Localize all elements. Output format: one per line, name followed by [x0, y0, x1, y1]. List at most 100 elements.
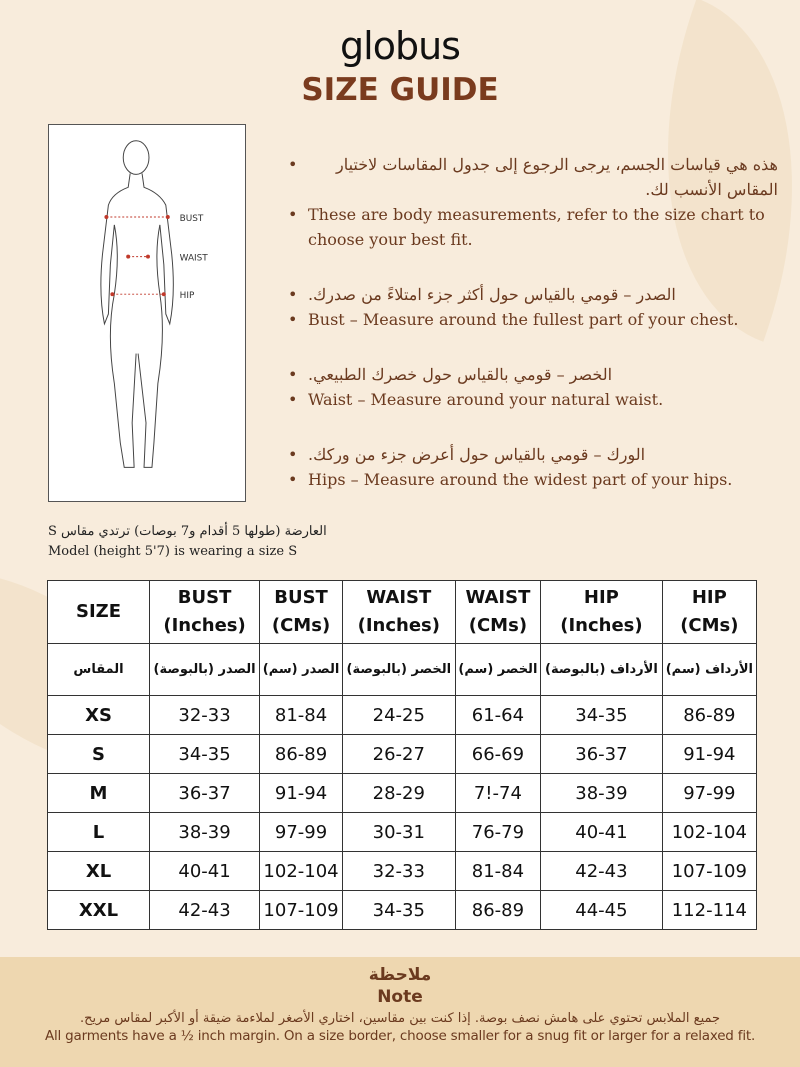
measurement-cell: 40-41 — [148, 851, 261, 891]
instruction-en: Waist – Measure around your natural wais… — [308, 390, 664, 409]
measurement-cell: 32-33 — [148, 695, 261, 735]
arabic-column-header: المقاس — [47, 643, 150, 696]
header-unit: (Inches) — [560, 615, 643, 636]
table-row: L 38-39 97-99 30-31 76-79 40-41 102-104 — [47, 812, 758, 852]
header-unit: (CMs) — [271, 615, 331, 636]
table-row: XL 40-41 102-104 32-33 81-84 42-43 107-109 — [47, 851, 758, 891]
measurement-cell: 28-29 — [341, 773, 456, 813]
arabic-column-header: الأرداف (سم) — [661, 643, 758, 696]
waist-label: WAIST — [180, 254, 209, 264]
measurement-cell: 102-104 — [259, 851, 343, 891]
measurement-cell: 81-84 — [454, 851, 542, 891]
table-row: M 36-37 91-94 28-29 7!-74 38-39 97-99 — [47, 773, 758, 813]
column-header: BUST (CMs) — [259, 580, 343, 644]
size-cell: L — [47, 812, 150, 852]
table-row: XXL 42-43 107-109 34-35 86-89 44-45 112-114 — [47, 890, 758, 930]
note-section: ملاحظة Note جميع الملابس تحتوي على هامش … — [0, 957, 800, 1067]
column-header: SIZE — [47, 580, 150, 644]
table-row: XS 32-33 81-84 24-25 61-64 34-35 86-89 — [47, 695, 758, 735]
arabic-column-header: الصدر (بالبوصة) — [148, 643, 261, 696]
arabic-column-header: الصدر (سم) — [259, 643, 343, 696]
instruction-ar: الصدر – قومي بالقياس حول أكثر جزء امتلاء… — [308, 285, 676, 304]
header-unit: (CMs) — [468, 615, 528, 636]
arabic-column-header: الخصر (بالبوصة) — [341, 643, 456, 696]
header-label: HIP — [691, 587, 727, 608]
measurement-cell: 34-35 — [341, 890, 456, 930]
instruction-en: These are body measurements, refer to th… — [308, 205, 765, 249]
arabic-header-row: المقاس الصدر (بالبوصة) الصدر (سم) الخصر (با… — [47, 643, 758, 696]
hip-label: HIP — [180, 291, 195, 301]
size-chart-table: SIZE BUST (Inches) BUST (CMs) WAIST (Inches) WA… — [47, 580, 758, 930]
column-header: BUST (Inches) — [148, 580, 261, 644]
header-label: BUST — [274, 587, 328, 608]
measurement-cell: 40-41 — [540, 812, 663, 852]
measurement-cell: 61-64 — [454, 695, 542, 735]
measurement-cell: 38-39 — [540, 773, 663, 813]
instruction-ar: الورك – قومي بالقياس حول أعرض جزء من ورك… — [308, 445, 646, 464]
instruction-hips: • الورك – قومي بالقياس حول أعرض جزء من ور… — [288, 442, 778, 492]
model-info-ar: العارضة (طولها 5 أقدام و7 بوصات) ترتدي م… — [48, 524, 327, 539]
measurement-cell: 36-37 — [540, 734, 663, 774]
instruction-waist: • الخصر – قومي بالقياس حول خصرك الطبيعي. … — [288, 362, 778, 412]
measurement-cell: 91-94 — [661, 734, 758, 774]
measurement-cell: 97-99 — [661, 773, 758, 813]
header-unit: (Inches) — [163, 615, 246, 636]
size-cell: S — [47, 734, 150, 774]
measurement-cell: 32-33 — [341, 851, 456, 891]
measurement-cell: 112-114 — [661, 890, 758, 930]
measurement-instructions: • هذه هي قياسات الجسم، يرجى الرجوع إلى جد… — [288, 152, 778, 522]
instruction-ar: هذه هي قياسات الجسم، يرجى الرجوع إلى جدو… — [335, 155, 778, 199]
note-text-ar: جميع الملابس تحتوي على هامش نصف بوصة. إذ… — [79, 1011, 721, 1026]
model-info: العارضة (طولها 5 أقدام و7 بوصات) ترتدي م… — [48, 522, 327, 562]
page-title: SIZE GUIDE — [301, 72, 499, 108]
brand-logo: globus — [340, 24, 461, 68]
table-row: S 34-35 86-89 26-27 66-69 36-37 91-94 — [47, 734, 758, 774]
measurement-cell: 42-43 — [148, 890, 261, 930]
header-label: WAIST — [465, 587, 531, 608]
note-text-en: All garments have a ½ inch margin. On a … — [44, 1028, 756, 1044]
measurement-cell: 42-43 — [540, 851, 663, 891]
column-header: WAIST (CMs) — [454, 580, 542, 644]
note-title: Note — [377, 987, 423, 1007]
measurement-cell: 34-35 — [540, 695, 663, 735]
measurement-cell: 86-89 — [661, 695, 758, 735]
header-row: SIZE BUST (Inches) BUST (CMs) WAIST (Inches) WA… — [47, 580, 758, 644]
bust-label: BUST — [180, 214, 204, 224]
note-title-ar: ملاحظة — [368, 965, 432, 985]
measurement-cell: 81-84 — [259, 695, 343, 735]
column-header: HIP (CMs) — [661, 580, 758, 644]
measurement-cell: 36-37 — [148, 773, 261, 813]
header-label: WAIST — [366, 587, 432, 608]
instruction-ar: الخصر – قومي بالقياس حول خصرك الطبيعي. — [308, 365, 613, 384]
instruction-general: • هذه هي قياسات الجسم، يرجى الرجوع إلى جد… — [288, 152, 778, 252]
measurement-cell: 34-35 — [148, 734, 261, 774]
size-cell: XS — [47, 695, 150, 735]
header-label: SIZE — [75, 601, 121, 622]
instruction-bust: • الصدر – قومي بالقياس حول أكثر جزء امتلا… — [288, 282, 778, 332]
size-cell: XXL — [47, 890, 150, 930]
instruction-en: Bust – Measure around the fullest part o… — [308, 310, 739, 329]
instruction-en: Hips – Measure around the widest part of… — [308, 470, 733, 489]
arabic-column-header: الأرداف (بالبوصة) — [540, 643, 663, 696]
measurement-cell: 91-94 — [259, 773, 343, 813]
arabic-column-header: الخصر (سم) — [454, 643, 542, 696]
measurement-cell: 97-99 — [259, 812, 343, 852]
measurement-cell: 24-25 — [341, 695, 456, 735]
measurement-cell: 107-109 — [259, 890, 343, 930]
measurement-cell: 66-69 — [454, 734, 542, 774]
measurement-cell: 44-45 — [540, 890, 663, 930]
measurement-cell: 7!-74 — [454, 773, 542, 813]
header-unit: (CMs) — [680, 615, 739, 636]
model-info-en: Model (height 5'7) is wearing a size S — [48, 544, 298, 559]
size-cell: XL — [47, 851, 150, 891]
body-measurement-figure: BUST WAIST HIP — [48, 124, 246, 502]
size-cell: M — [47, 773, 150, 813]
body-silhouette-icon: BUST WAIST HIP — [100, 140, 209, 468]
measurement-cell: 38-39 — [148, 812, 261, 852]
header-unit: (Inches) — [357, 615, 440, 636]
measurement-cell: 76-79 — [454, 812, 542, 852]
measurement-cell: 26-27 — [341, 734, 456, 774]
measurement-cell: 102-104 — [661, 812, 758, 852]
header-label: BUST — [177, 587, 232, 608]
column-header: WAIST (Inches) — [341, 580, 456, 644]
